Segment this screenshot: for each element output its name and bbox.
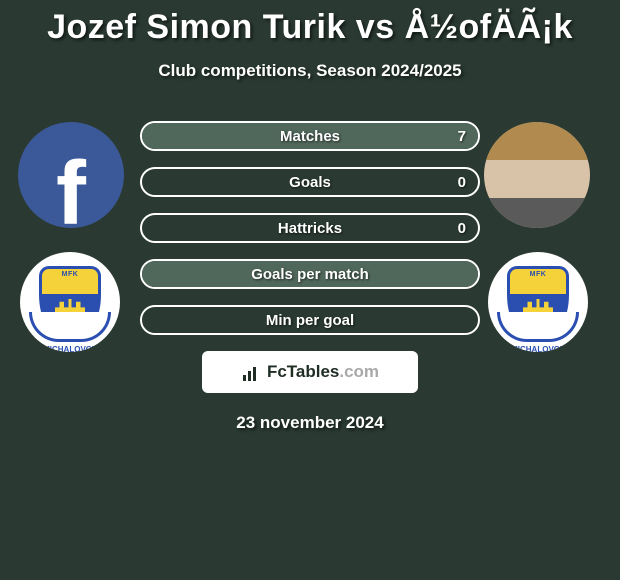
logo-suffix: .com [339, 362, 379, 381]
stat-label: Goals per match [142, 266, 478, 283]
fctables-logo: FcTables.com [202, 351, 418, 393]
stat-label: Min per goal [142, 312, 478, 329]
stat-label: Hattricks [142, 220, 478, 237]
stat-label: Matches [142, 128, 478, 145]
stats-container: Matches7Goals0Hattricks0Goals per matchM… [140, 121, 480, 335]
stat-row: Min per goal [140, 305, 480, 335]
stat-value-right: 7 [458, 128, 466, 145]
stat-row: Matches7 [140, 121, 480, 151]
stat-value-right: 0 [458, 220, 466, 237]
comparison-date: 23 november 2024 [0, 413, 620, 433]
stat-label: Goals [142, 174, 478, 191]
stat-value-right: 0 [458, 174, 466, 191]
stat-row: Hattricks0 [140, 213, 480, 243]
page-subtitle: Club competitions, Season 2024/2025 [0, 61, 620, 81]
page-title: Jozef Simon Turik vs Å½ofÄÃ¡k [0, 0, 620, 47]
stat-row: Goals0 [140, 167, 480, 197]
stat-row: Goals per match [140, 259, 480, 289]
logo-brand: FcTables [267, 362, 339, 381]
chart-icon [241, 363, 263, 381]
